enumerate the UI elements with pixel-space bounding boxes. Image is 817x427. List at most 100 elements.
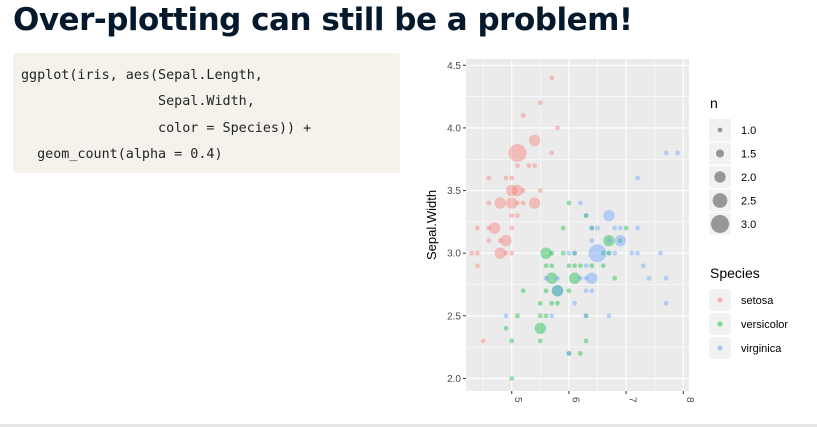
point-setosa [500,234,512,247]
y-axis-title: Sepal.Width [424,190,439,260]
point-setosa [494,197,507,209]
point-setosa [532,163,538,168]
point-virginica [583,263,589,269]
size-legend-symbol [715,149,725,158]
species-legend: Species setosa versicolor virginica [709,265,788,359]
point-setosa [475,250,480,256]
point-setosa [549,150,555,156]
point-versicolor [549,250,555,256]
point-virginica [572,250,578,256]
point-setosa [475,263,480,269]
x-tick-label: 8 [684,397,695,403]
point-setosa [520,188,526,193]
point-setosa [494,247,507,259]
size-legend-symbol [714,171,726,183]
point-setosa [469,250,475,256]
point-versicolor [549,300,555,306]
point-setosa [486,175,492,181]
y-tick-label: 3.5 [447,186,461,197]
point-setosa [515,213,520,219]
point-versicolor [583,338,589,344]
point-virginica [589,225,595,231]
point-versicolor [572,250,578,256]
point-virginica [663,300,669,306]
point-virginica [614,234,627,247]
x-tick-label: 6 [569,397,580,403]
y-tick-label: 2.0 [447,374,461,385]
data-points [469,75,680,381]
y-tick-label: 4.0 [447,123,461,134]
point-virginica [555,275,560,281]
point-virginica [629,250,635,256]
point-versicolor [551,285,564,297]
point-versicolor [549,263,555,269]
point-setosa [509,250,515,256]
point-virginica [646,275,652,281]
point-versicolor [543,288,549,294]
point-virginica [549,313,555,319]
y-tick-label: 2.5 [447,311,461,322]
x-axis: 5 6 7 8 [511,391,695,403]
x-tick-label: 7 [627,397,638,403]
point-versicolor [546,272,558,284]
size-legend-label: 2.5 [741,196,756,208]
point-virginica [635,175,640,181]
grid-major [466,59,689,391]
point-setosa [486,238,492,244]
point-setosa [497,238,503,244]
code-block: ggplot(iris, aes(Sepal.Length, Sepal.Wid… [13,53,400,173]
size-legend-label: 1.5 [741,149,756,161]
point-setosa [486,200,492,206]
point-versicolor [600,250,606,256]
point-virginica [551,285,564,297]
point-virginica [617,225,623,231]
point-setosa [503,175,509,181]
point-versicolor [583,213,589,219]
point-setosa [480,338,486,344]
point-versicolor [603,234,615,247]
point-setosa [488,222,501,234]
point-virginica [663,150,669,156]
point-setosa [509,175,515,181]
point-setosa [528,134,541,147]
size-legend-label: 2.0 [741,172,756,184]
species-legend-label: setosa [741,295,774,307]
point-setosa [508,143,527,162]
species-legend-symbol [717,321,723,327]
point-virginica [663,275,669,281]
point-versicolor [566,351,572,356]
y-axis: 2.0 2.5 3.0 3.5 4.0 4.5 [447,61,466,385]
point-versicolor [537,300,543,306]
point-versicolor [520,288,526,294]
point-versicolor [555,300,560,306]
point-virginica [583,275,589,281]
point-setosa [509,213,515,219]
size-legend: n 1.0 1.5 2.0 2.5 3.0 [709,95,756,235]
point-setosa [506,184,518,197]
species-legend-symbol [717,297,723,303]
point-virginica [635,250,640,256]
point-virginica [658,250,663,256]
point-setosa [515,163,520,168]
point-setosa [537,100,543,106]
point-versicolor [560,250,566,256]
point-versicolor [566,200,572,206]
species-legend-label: virginica [741,343,782,355]
point-virginica [595,225,600,231]
x-tick-label: 5 [512,397,523,403]
point-virginica [606,313,612,319]
y-tick-label: 3.0 [447,249,461,260]
point-setosa [515,200,520,206]
point-versicolor [566,263,572,269]
plot-panel [466,59,689,391]
point-virginica [589,288,595,294]
point-versicolor [503,325,509,331]
point-setosa [509,225,515,231]
point-virginica [606,238,612,244]
point-virginica [586,272,598,284]
point-versicolor [600,263,606,269]
bottom-divider [0,424,817,427]
point-setosa [526,163,532,168]
point-setosa [486,225,492,231]
point-virginica [588,244,607,263]
